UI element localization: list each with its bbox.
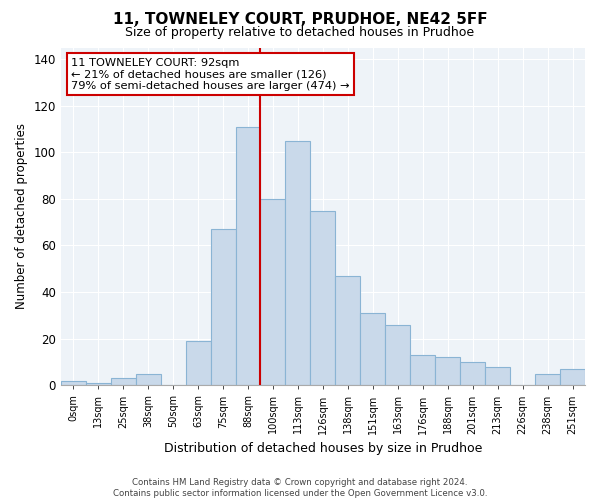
Bar [385, 324, 410, 386]
Bar [211, 229, 236, 386]
Text: 11, TOWNELEY COURT, PRUDHOE, NE42 5FF: 11, TOWNELEY COURT, PRUDHOE, NE42 5FF [113, 12, 487, 28]
Bar [136, 374, 161, 386]
Bar [185, 341, 211, 386]
Bar [61, 380, 86, 386]
Bar [86, 383, 111, 386]
Bar [310, 210, 335, 386]
Bar [111, 378, 136, 386]
Text: 11 TOWNELEY COURT: 92sqm
← 21% of detached houses are smaller (126)
79% of semi-: 11 TOWNELEY COURT: 92sqm ← 21% of detach… [71, 58, 350, 91]
Bar [410, 355, 435, 386]
Bar [535, 374, 560, 386]
Bar [286, 140, 310, 386]
Bar [485, 366, 510, 386]
Bar [460, 362, 485, 386]
Bar [435, 358, 460, 386]
Bar [260, 199, 286, 386]
Y-axis label: Number of detached properties: Number of detached properties [15, 124, 28, 310]
X-axis label: Distribution of detached houses by size in Prudhoe: Distribution of detached houses by size … [164, 442, 482, 455]
Bar [361, 313, 385, 386]
Bar [236, 126, 260, 386]
Bar [560, 369, 585, 386]
Text: Size of property relative to detached houses in Prudhoe: Size of property relative to detached ho… [125, 26, 475, 39]
Text: Contains HM Land Registry data © Crown copyright and database right 2024.
Contai: Contains HM Land Registry data © Crown c… [113, 478, 487, 498]
Bar [335, 276, 361, 386]
